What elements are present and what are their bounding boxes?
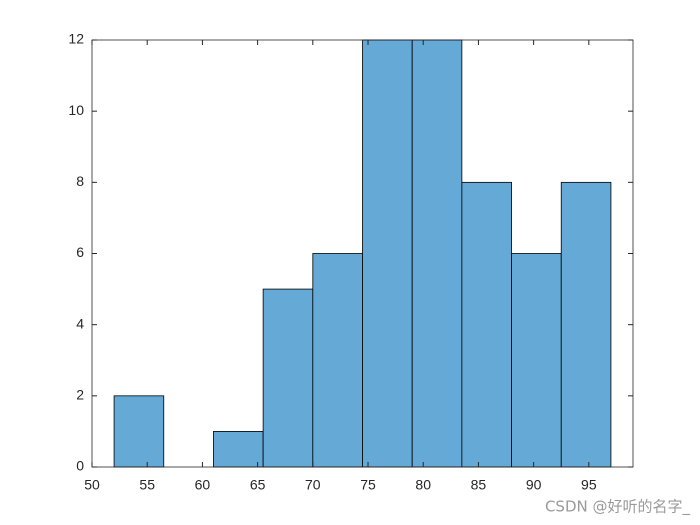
x-tick-label: 55 — [139, 477, 155, 493]
x-tick-label: 50 — [84, 477, 100, 493]
y-tick-label: 8 — [76, 173, 84, 189]
bar — [560, 181, 612, 468]
x-tick-label: 60 — [195, 477, 211, 493]
bar — [411, 39, 463, 468]
bar — [213, 431, 264, 468]
bar — [511, 253, 562, 468]
bar — [113, 395, 165, 468]
x-tick-label: 75 — [360, 477, 376, 493]
y-tick-label: 10 — [68, 102, 84, 118]
bar — [461, 181, 512, 468]
x-tick-label: 95 — [581, 477, 597, 493]
x-tick-label: 65 — [250, 477, 266, 493]
y-tick-label: 12 — [68, 31, 84, 47]
watermark: CSDN @好听的名字_ — [545, 498, 691, 517]
x-tick-label: 80 — [415, 477, 431, 493]
bar — [362, 39, 413, 468]
y-tick-label: 0 — [76, 458, 84, 474]
bar — [262, 288, 314, 468]
y-tick-label: 2 — [76, 387, 84, 403]
y-tick-label: 6 — [76, 244, 84, 260]
bar — [312, 253, 363, 468]
x-tick-label: 70 — [305, 477, 321, 493]
x-tick-label: 85 — [471, 477, 487, 493]
y-tick-label: 4 — [76, 315, 84, 331]
x-tick-label: 90 — [526, 477, 542, 493]
